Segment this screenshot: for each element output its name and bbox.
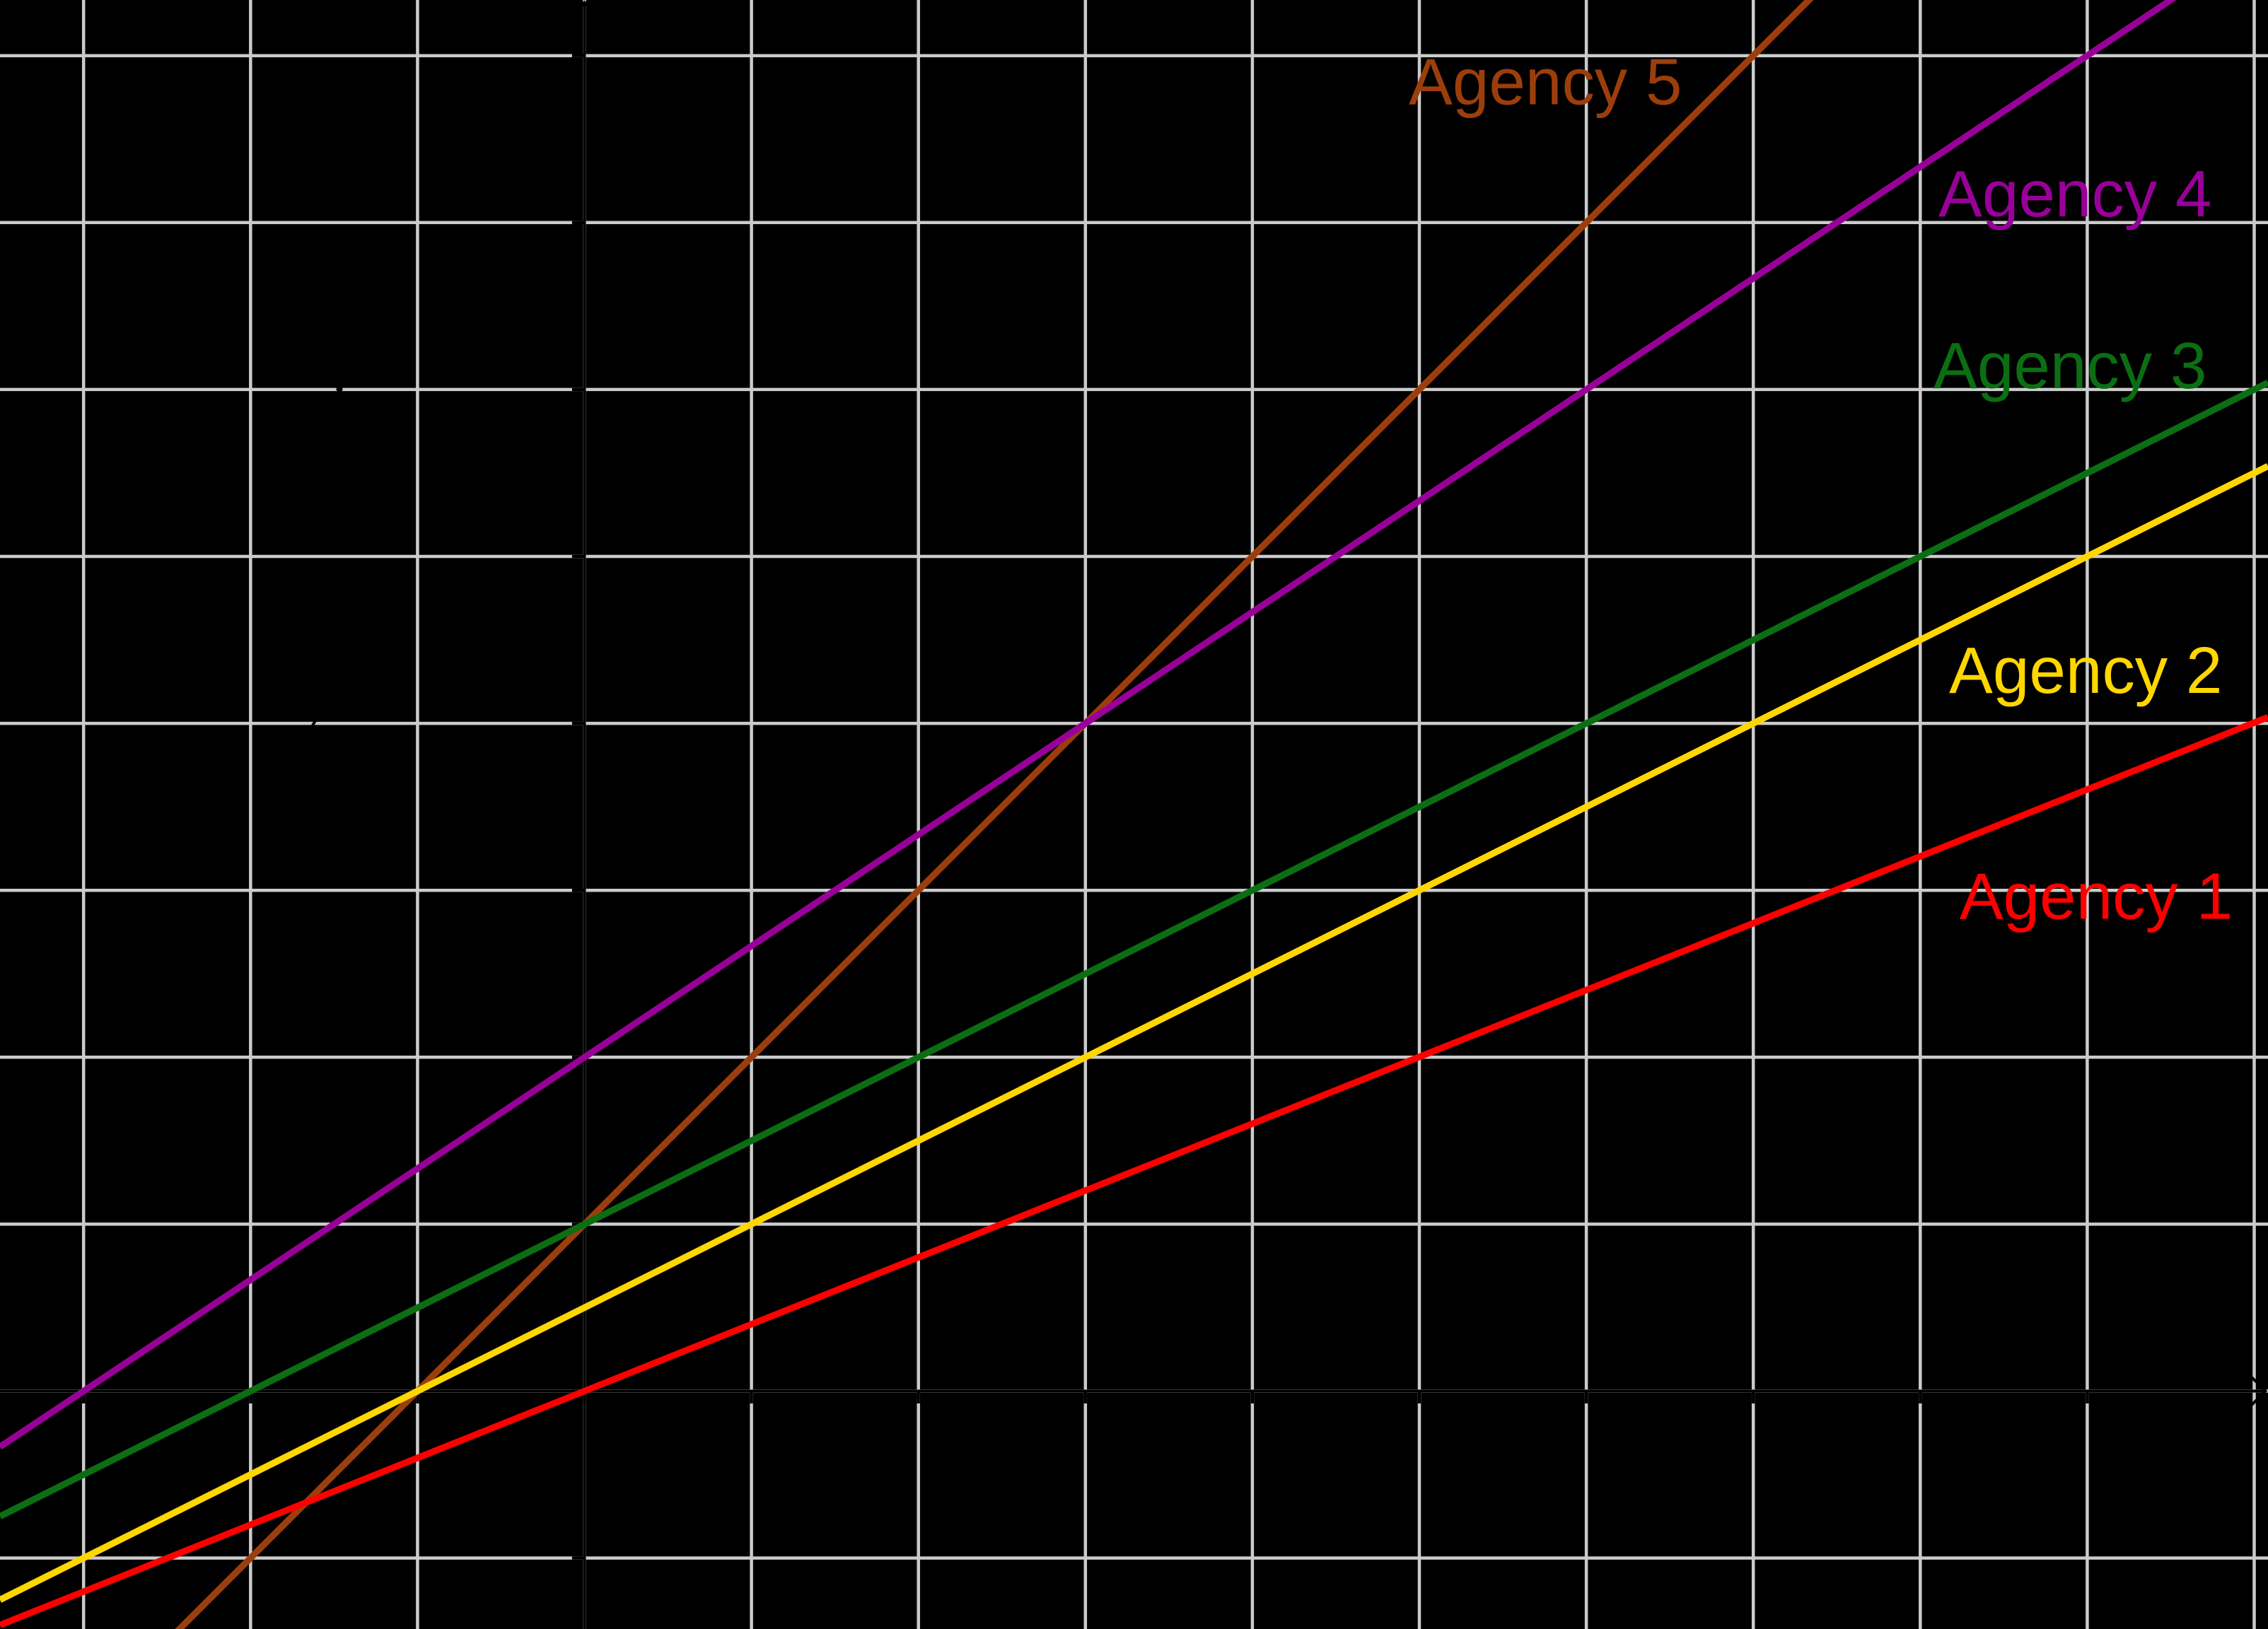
svg-text:Agency 4: Agency 4: [1938, 157, 2211, 230]
svg-text:Agency 5: Agency 5: [1409, 45, 1682, 119]
svg-text:Agency 3: Agency 3: [1933, 329, 2206, 402]
svg-text:Agency 1: Agency 1: [1960, 860, 2233, 933]
svg-text:Agency 2: Agency 2: [1949, 634, 2222, 707]
